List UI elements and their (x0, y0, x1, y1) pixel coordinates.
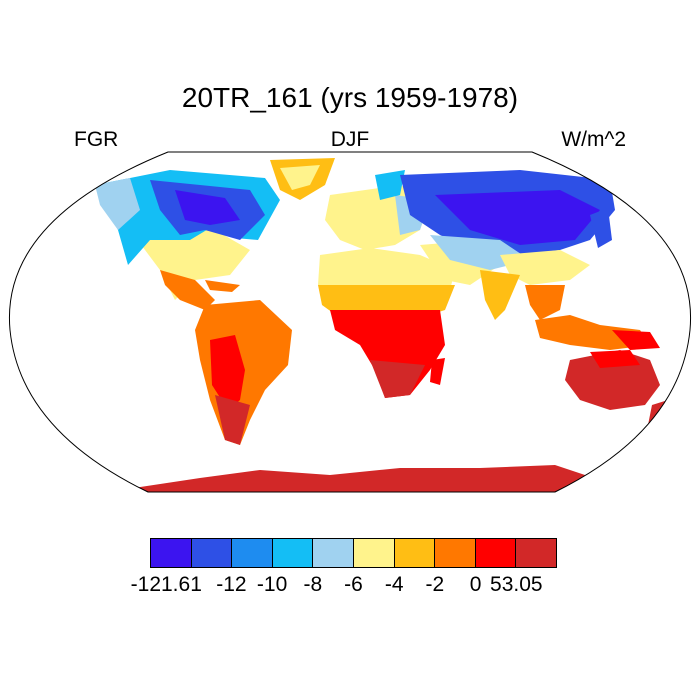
colorbar-tick-label: -121.61 (130, 573, 202, 596)
colorbar-tick-label: 0 (469, 573, 482, 596)
map-title: 20TR_161 (yrs 1959-1978) (181, 82, 519, 113)
colorbar-swatch (475, 539, 517, 567)
region-australia-north (590, 350, 640, 368)
region-south-america-red (210, 335, 245, 410)
colorbar-tick-label: -8 (303, 573, 323, 596)
region-asia-core (435, 190, 600, 245)
region-central-america (160, 270, 215, 310)
colorbar-swatch (313, 539, 354, 567)
region-africa-south (370, 360, 425, 398)
region-south-america-south (215, 395, 250, 445)
season-label: DJF (330, 128, 370, 151)
colorbar-tick-label: -12 (216, 573, 247, 596)
units-label: W/m^2 (561, 128, 626, 151)
colorbar-tick-label: -10 (256, 573, 288, 596)
region-antarctica (120, 465, 600, 492)
region-indonesia (535, 315, 650, 350)
colorbar (150, 538, 557, 568)
colorbar-swatch (151, 539, 192, 567)
colorbar-tick-label: -2 (425, 573, 445, 596)
region-africa-sahel (318, 285, 455, 318)
colorbar-swatch (232, 539, 273, 567)
region-new-guinea (612, 330, 660, 350)
region-caribbean (205, 280, 240, 292)
colorbar-tick-label: -6 (344, 573, 363, 596)
region-india (480, 270, 520, 320)
colorbar-tick-label: -4 (384, 573, 404, 596)
colorbar-swatch (191, 539, 233, 567)
globe-outline (8, 151, 692, 493)
region-north-america-south (130, 230, 250, 300)
colorbar-swatch (353, 539, 395, 567)
colorbar-swatch (394, 539, 436, 567)
region-scandinavia (375, 170, 405, 200)
region-alaska (95, 178, 140, 230)
colorbar-swatch (516, 539, 556, 567)
region-madagascar (430, 358, 445, 385)
region-japan (590, 208, 612, 248)
colorbar-tick-label: 53.05 (490, 573, 543, 596)
region-indochina (525, 285, 565, 320)
region-greenland-coast (280, 165, 320, 190)
colorbar-swatch (272, 539, 314, 567)
variable-label: FGR (74, 128, 119, 151)
region-north-america-deep (175, 190, 240, 225)
colorbar-swatch (435, 539, 476, 567)
region-asia-south (500, 250, 590, 285)
